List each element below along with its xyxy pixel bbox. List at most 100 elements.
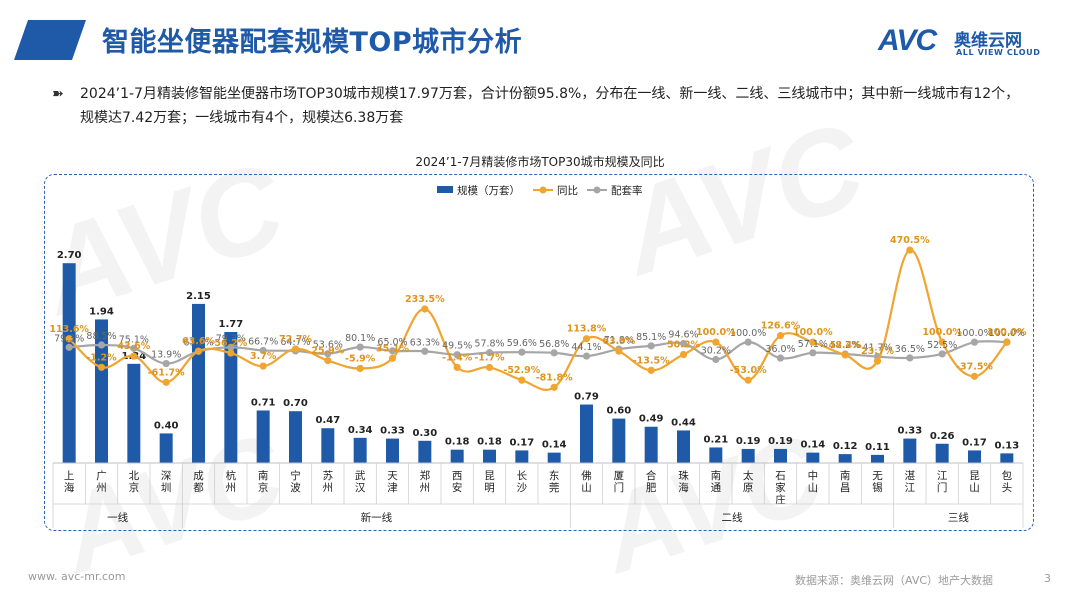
rate-point	[970, 338, 979, 346]
category-label: 合	[646, 469, 657, 482]
bar	[159, 433, 173, 463]
yoy-point	[65, 335, 73, 343]
yoy-value-label: 126.6%	[761, 321, 801, 332]
rate-value-label: 57.8%	[474, 339, 504, 350]
category-label: 苏	[323, 469, 334, 482]
bar	[547, 452, 561, 463]
yoy-value-label: 100.0%	[793, 327, 833, 338]
category-label: 深	[161, 470, 172, 482]
rate-value-label: 85.1%	[636, 332, 666, 343]
rate-point	[324, 350, 332, 358]
yoy-value-label: 48.4%	[829, 340, 862, 351]
rate-point	[679, 339, 688, 348]
category-label: 州	[420, 482, 431, 494]
yoy-point	[582, 335, 591, 343]
bar-value-label: 0.19	[736, 436, 761, 447]
category-label: 广	[96, 470, 107, 482]
bar	[806, 452, 820, 463]
yoy-value-label: 35.1%	[376, 343, 409, 354]
category-label: 中	[808, 469, 819, 482]
bar	[256, 410, 270, 463]
bar-value-label: 0.60	[606, 406, 631, 417]
yoy-value-label: 100.0%	[922, 327, 962, 338]
bar-value-label: 0.70	[283, 398, 308, 409]
yoy-point	[388, 354, 397, 362]
category-label: 珠	[678, 469, 689, 482]
rate-point	[453, 351, 461, 359]
category-label: 杭	[226, 469, 237, 482]
rate-value-label: 53.6%	[313, 340, 343, 351]
rate-point	[744, 338, 752, 346]
logo-en-text: ALL VIEW CLOUD	[956, 48, 1041, 57]
category-label: 头	[1002, 482, 1013, 494]
yoy-point	[970, 372, 979, 380]
bar-value-label: 0.47	[315, 415, 340, 426]
category-label: 武	[355, 469, 366, 482]
bar	[289, 411, 302, 463]
bar	[192, 303, 205, 463]
rate-point	[776, 354, 785, 362]
rate-value-label: 94.6%	[668, 329, 698, 340]
page-number: 3	[1044, 572, 1051, 585]
yoy-point	[615, 347, 623, 355]
yoy-point	[1003, 338, 1011, 346]
rate-point	[162, 359, 170, 368]
rate-point	[97, 341, 106, 349]
rate-value-label: 57.1%	[798, 339, 828, 350]
yoy-point	[809, 338, 817, 346]
yoy-value-label: 63.9%	[602, 336, 635, 347]
category-label: 厦	[614, 470, 625, 482]
yoy-point	[227, 349, 235, 357]
rate-value-label: 71.8%	[604, 335, 634, 346]
bar	[450, 449, 464, 463]
category-label: 京	[129, 481, 140, 494]
yoy-value-label: -53.0%	[730, 365, 767, 376]
rate-value-label: 59.6%	[507, 338, 537, 349]
bar	[580, 404, 593, 463]
legend-swatch-dot	[593, 186, 601, 194]
yoy-point	[130, 352, 138, 360]
avc-logo: AVC 奥维云网 ALL VIEW CLOUD	[878, 24, 1058, 64]
bar	[968, 450, 981, 463]
yoy-point	[194, 347, 203, 355]
category-label: 郑	[420, 469, 431, 482]
rate-value-label: 49.5%	[442, 341, 472, 352]
yoy-value-label: 56.2%	[214, 338, 247, 349]
yoy-point	[485, 363, 494, 372]
rate-value-label: 36.0%	[765, 344, 795, 355]
rate-point	[647, 342, 655, 350]
bar	[935, 443, 949, 463]
rate-value-label: 63.2%	[183, 337, 213, 348]
bar-value-label: 2.15	[186, 291, 211, 302]
category-label: 昆	[969, 470, 980, 482]
bar-value-label: 0.71	[251, 397, 276, 408]
category-label: 州	[96, 482, 107, 494]
bar	[741, 448, 755, 463]
category-label: 江	[937, 470, 948, 482]
yoy-value-label: 43.6%	[117, 341, 150, 352]
category-label: 安	[452, 481, 463, 494]
category-label: 庄	[775, 493, 786, 506]
bar-value-label: 0.44	[671, 417, 696, 428]
category-label: 州	[226, 482, 237, 494]
page-title: 智能坐便器配套规模TOP城市分析	[102, 27, 523, 58]
bar	[677, 430, 690, 463]
category-label: 山	[969, 482, 980, 494]
category-label: 圳	[161, 482, 172, 494]
bar-value-label: 0.33	[380, 426, 405, 437]
category-label: 湛	[905, 470, 916, 482]
yoy-value-label: 100.0%	[696, 327, 736, 338]
bar	[612, 418, 626, 463]
title-accent-bar	[14, 20, 86, 60]
yoy-point	[356, 364, 364, 373]
bar-value-label: 1.94	[89, 306, 114, 317]
bar	[1000, 453, 1014, 463]
bar-value-label: 0.21	[703, 434, 728, 445]
bar	[515, 450, 529, 463]
category-label: 锡	[872, 481, 883, 494]
category-label: 南	[840, 469, 851, 482]
rate-point	[130, 344, 138, 352]
category-label: 京	[258, 481, 269, 494]
footer-source: 数据来源：奥维云网（AVC）地产大数据	[795, 574, 994, 587]
rate-value-label: 30.2%	[701, 345, 731, 356]
